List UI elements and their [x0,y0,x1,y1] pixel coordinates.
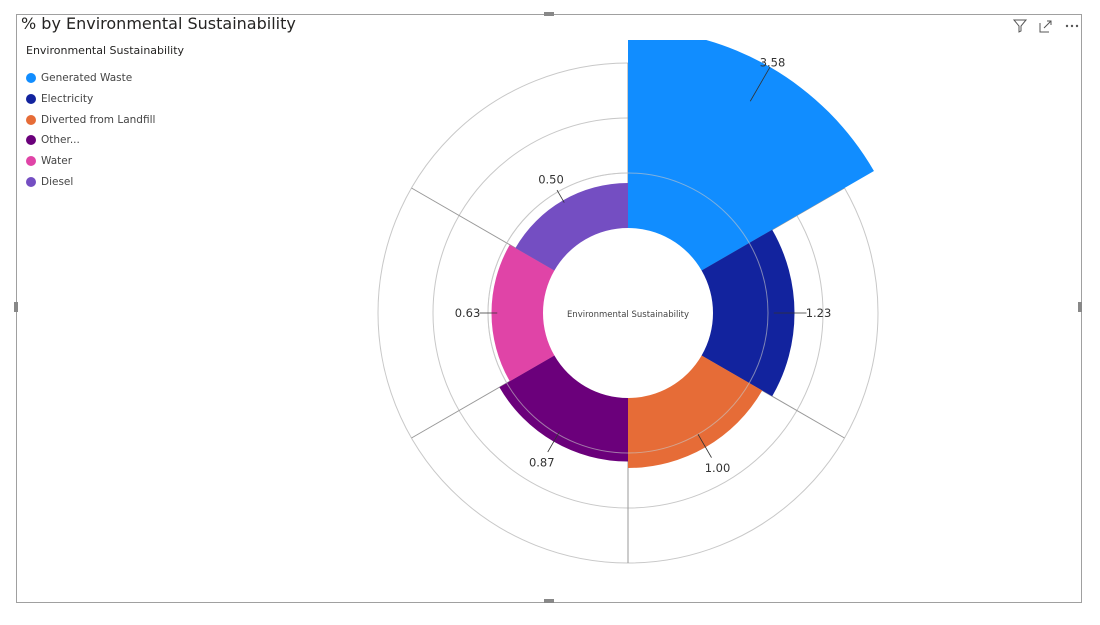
resize-handle-left[interactable] [14,302,18,312]
sector-generated-waste [628,40,874,271]
legend-label: Other... [41,134,80,147]
leader-line [697,434,712,458]
legend: Generated Waste Electricity Diverted from … [26,68,155,192]
leader-line [547,431,560,453]
leader-line [749,66,771,102]
legend-title: Environmental Sustainability [26,44,185,57]
legend-label: Diesel [41,175,74,188]
data-label: 0.63 [455,306,481,320]
resize-handle-right[interactable] [1078,302,1082,312]
data-label: 0.87 [529,455,555,469]
leader-line [556,189,565,203]
legend-item[interactable]: Water [26,151,155,172]
focus-mode-icon[interactable] [1038,18,1054,34]
data-label: 0.50 [538,173,564,187]
sector-diverted-from-landfill [628,355,763,468]
data-label: 1.00 [705,461,731,475]
sector-water [491,244,555,382]
legend-label: Diverted from Landfill [41,113,156,126]
legend-dot [26,176,36,187]
legend-label: Generated Waste [41,72,133,85]
chart-title: % by Environmental Sustainability [21,14,296,33]
center-label: Environmental Sustainability [567,310,689,320]
legend-dot [26,94,36,105]
legend-item[interactable]: Diverted from Landfill [26,109,155,130]
data-label: 1.23 [806,306,832,320]
resize-handle-top[interactable] [544,12,554,16]
sector-electricity [701,229,795,397]
legend-label: Water [41,155,73,168]
legend-dot [26,73,36,84]
legend-dot [26,114,36,125]
sector-other- [499,355,628,462]
data-label: 3.58 [760,56,786,70]
filter-icon[interactable] [1012,18,1028,34]
legend-label: Electricity [41,93,94,106]
more-options-icon[interactable] [1064,18,1080,34]
resize-handle-bottom[interactable] [544,599,554,603]
legend-item[interactable]: Electricity [26,89,155,110]
legend-dot [26,156,36,167]
legend-item[interactable]: Other... [26,130,155,151]
legend-item[interactable]: Generated Waste [26,68,155,89]
legend-dot [26,135,36,146]
legend-item[interactable]: Diesel [26,171,155,192]
sector-diesel [515,183,628,271]
